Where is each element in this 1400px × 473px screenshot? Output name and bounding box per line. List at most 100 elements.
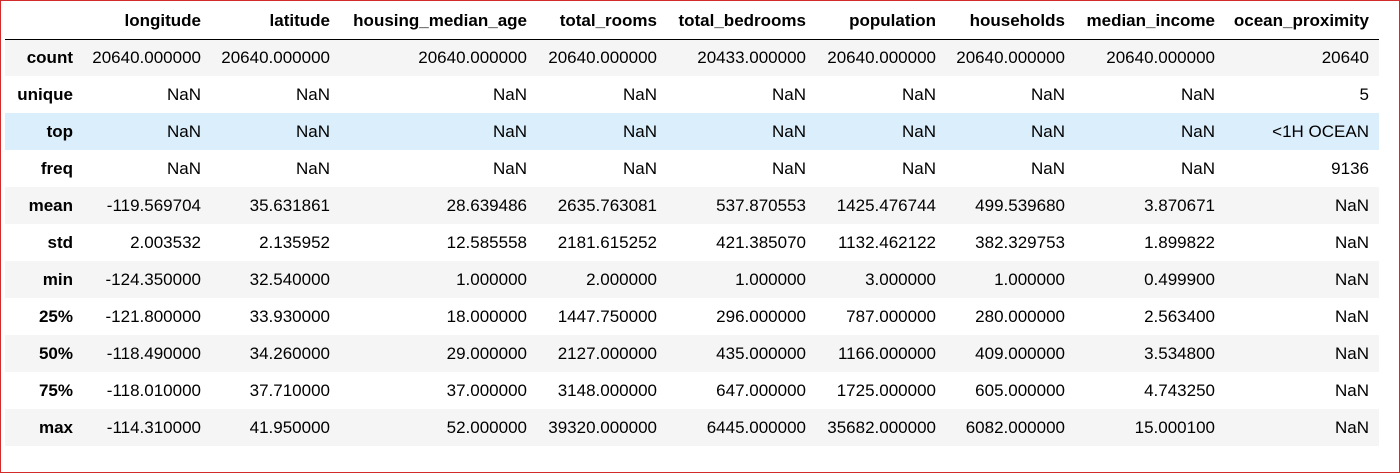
table-cell: 409.000000 — [975, 343, 1065, 363]
table-row: 25% -121.800000 33.930000 18.000000 1447.750… — [5, 298, 1379, 335]
table-cell: 29.000000 — [446, 343, 527, 363]
table-cell: 1.000000 — [456, 269, 527, 289]
table-cell: 6445.000000 — [706, 417, 806, 437]
table-cell: NaN — [1180, 121, 1215, 141]
table-cell: 33.930000 — [249, 306, 330, 326]
table-cell: -124.350000 — [105, 269, 201, 289]
row-label: max — [38, 417, 73, 437]
table-cell: 20640.000000 — [956, 47, 1065, 67]
describe-table: longitude latitude housing_median_age total… — [5, 3, 1379, 446]
table-cell: NaN — [492, 121, 527, 141]
table-cell: 12.585558 — [446, 232, 527, 252]
table-cell: 28.639486 — [446, 195, 527, 215]
table-cell: 1166.000000 — [837, 343, 936, 363]
table-row: max -114.310000 41.950000 52.000000 39320.00… — [5, 409, 1379, 446]
table-cell: 2127.000000 — [557, 343, 657, 363]
table-cell: NaN — [901, 121, 936, 141]
table-cell: 20433.000000 — [697, 47, 806, 67]
table-cell: 3148.000000 — [557, 380, 657, 400]
table-cell: NaN — [1180, 158, 1215, 178]
table-cell: 20640.000000 — [92, 47, 201, 67]
table-cell: 2635.763081 — [557, 195, 657, 215]
table-cell: NaN — [1334, 306, 1369, 326]
table-row: top NaN NaN NaN NaN NaN NaN NaN NaN <1H OCEAN — [5, 113, 1379, 150]
table-row: unique NaN NaN NaN NaN NaN NaN NaN NaN 5 — [5, 76, 1379, 113]
table-cell: 0.499900 — [1144, 269, 1215, 289]
table-row: 75% -118.010000 37.710000 37.000000 3148.000… — [5, 372, 1379, 409]
table-cell: NaN — [1030, 158, 1065, 178]
table-cell: NaN — [1334, 195, 1369, 215]
table-row: 50% -118.490000 34.260000 29.000000 2127.000… — [5, 335, 1379, 372]
row-label: top — [46, 121, 73, 141]
table-cell: NaN — [1180, 84, 1215, 104]
table-cell: 32.540000 — [249, 269, 330, 289]
table-cell: 37.710000 — [249, 380, 330, 400]
table-cell: 2.003532 — [130, 232, 201, 252]
table-cell: NaN — [622, 158, 657, 178]
table-cell: 35.631861 — [249, 195, 330, 215]
table-cell: 2.000000 — [586, 269, 657, 289]
table-cell: <1H OCEAN — [1272, 121, 1369, 141]
column-header-housing-median-age: housing_median_age — [340, 3, 537, 40]
table-cell: 20640.000000 — [827, 47, 936, 67]
row-label: 25% — [38, 306, 73, 326]
table-cell: 537.870553 — [716, 195, 806, 215]
table-cell: 20640.000000 — [548, 47, 657, 67]
table-cell: 41.950000 — [249, 417, 330, 437]
column-header-total-rooms: total_rooms — [537, 3, 667, 40]
header-row: longitude latitude housing_median_age total… — [5, 3, 1379, 40]
table-cell: 787.000000 — [846, 306, 936, 326]
table-cell: 5 — [1359, 84, 1369, 104]
table-cell: 2.563400 — [1144, 306, 1215, 326]
table-cell: NaN — [771, 84, 806, 104]
table-cell: 9136 — [1331, 158, 1369, 178]
table-cell: -118.010000 — [106, 380, 201, 400]
table-row: mean -119.569704 35.631861 28.639486 2635.76… — [5, 187, 1379, 224]
table-cell: NaN — [1334, 343, 1369, 363]
table-cell: NaN — [1334, 380, 1369, 400]
table-cell: 15.000100 — [1134, 417, 1215, 437]
table-cell: NaN — [166, 121, 201, 141]
table-cell: NaN — [295, 121, 330, 141]
table-row: freq NaN NaN NaN NaN NaN NaN NaN NaN 9136 — [5, 150, 1379, 187]
table-cell: 3.534800 — [1144, 343, 1215, 363]
table-cell: 280.000000 — [975, 306, 1065, 326]
table-cell: NaN — [622, 121, 657, 141]
table-cell: 435.000000 — [716, 343, 806, 363]
table-cell: -114.310000 — [106, 417, 201, 437]
table-cell: NaN — [1030, 84, 1065, 104]
table-cell: 2.135952 — [259, 232, 330, 252]
table-cell: 34.260000 — [249, 343, 330, 363]
row-label: 75% — [38, 380, 73, 400]
column-header-total-bedrooms: total_bedrooms — [667, 3, 816, 40]
table-cell: 20640.000000 — [221, 47, 330, 67]
table-cell: NaN — [1334, 269, 1369, 289]
row-label: std — [47, 232, 74, 252]
column-header-households: households — [946, 3, 1075, 40]
table-cell: 421.385070 — [716, 232, 806, 252]
column-header-longitude: longitude — [83, 3, 211, 40]
column-header-population: population — [816, 3, 946, 40]
table-cell: 1132.462122 — [837, 232, 936, 252]
table-cell: NaN — [1334, 417, 1369, 437]
table-row: min -124.350000 32.540000 1.000000 2.000000 1… — [5, 261, 1379, 298]
table-body: count 20640.000000 20640.000000 20640.00000… — [5, 39, 1379, 446]
table-cell: 1.000000 — [735, 269, 806, 289]
table-row: count 20640.000000 20640.000000 20640.00000… — [5, 39, 1379, 76]
row-label: min — [42, 269, 73, 289]
table-cell: 647.000000 — [716, 380, 806, 400]
table-cell: -119.569704 — [106, 195, 201, 215]
table-cell: NaN — [622, 84, 657, 104]
column-header-ocean-proximity: ocean_proximity — [1225, 3, 1379, 40]
dataframe-output: longitude latitude housing_median_age total… — [5, 3, 1379, 446]
table-cell: 3.870671 — [1144, 195, 1215, 215]
table-row: std 2.003532 2.135952 12.585558 2181.615252 4… — [5, 224, 1379, 261]
table-cell: 35682.000000 — [827, 417, 936, 437]
table-header: longitude latitude housing_median_age total… — [5, 3, 1379, 40]
table-cell: 3.000000 — [865, 269, 936, 289]
table-cell: -121.800000 — [105, 306, 201, 326]
table-cell: 52.000000 — [446, 417, 527, 437]
row-label: count — [26, 47, 73, 67]
table-cell: 39320.000000 — [548, 417, 657, 437]
